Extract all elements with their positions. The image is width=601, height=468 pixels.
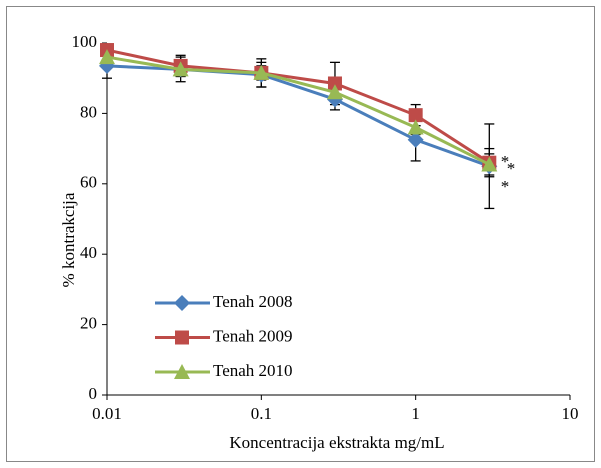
data-point [99,49,115,65]
data-point [327,76,342,91]
data-point [481,156,498,172]
y-tick-label: 0 [89,384,98,403]
legend-marker [174,364,190,379]
data-point [408,108,423,123]
data-point [172,61,189,77]
legend-label: Tenah 2010 [213,361,293,380]
annotation: * [501,152,510,171]
annotation: * [501,177,510,196]
x-axis-label: Koncentracija ekstrakta mg/mL [229,433,444,452]
y-tick-label: 20 [80,314,97,333]
x-tick-label: 0.01 [92,404,122,423]
x-tick-label: 1 [411,404,420,423]
y-axis-label: % kontrakcija [59,192,78,287]
legend-marker [174,295,190,311]
x-tick-label: 10 [562,404,579,423]
y-tick-label: 100 [72,32,98,51]
legend-label: Tenah 2008 [213,292,293,311]
legend-marker [175,330,189,345]
series-line [106,48,491,164]
y-tick-label: 60 [80,173,97,192]
data-point [407,119,424,135]
data-point [253,64,270,80]
y-tick-label: 80 [80,102,97,121]
y-tick-label: 40 [80,243,97,262]
data-point [326,84,343,100]
x-tick-label: 0.1 [251,404,272,423]
data-point [407,131,424,148]
annotation: * [507,159,516,178]
legend-label: Tenah 2009 [213,326,293,345]
series-line [106,55,490,166]
